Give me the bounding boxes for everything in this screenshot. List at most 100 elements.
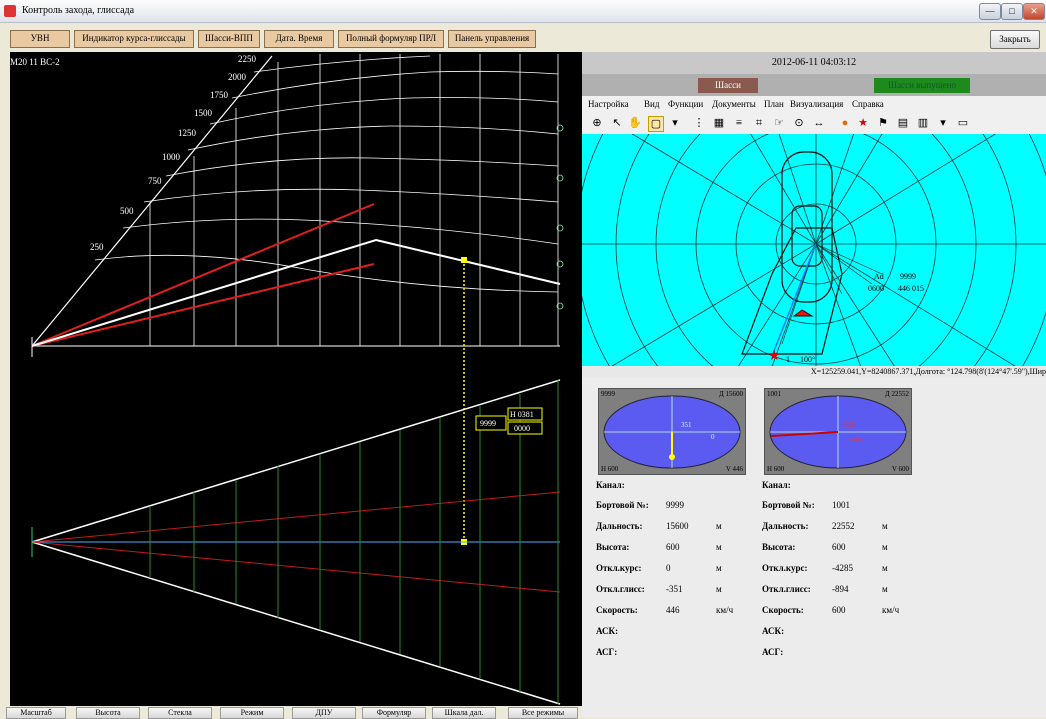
maximize-button[interactable]: □ <box>1001 3 1023 20</box>
chart-icon[interactable]: ▥ <box>917 117 929 129</box>
aircraft-1-board: Бортовой №: 9999 <box>596 500 684 510</box>
gear-runway-button[interactable]: Шасси-ВПП <box>198 30 260 48</box>
glass-button[interactable]: Стекла <box>148 707 212 719</box>
minimize-button[interactable]: — <box>979 3 1001 20</box>
radar-toolbar: ⊕ ↖ ✋ ▢ ▾ ⋮ ▦ ≡ ⌗ ☞ ⊙ ↔ ● ★ ⚑ ▤ ▥ ▾ ▭ <box>582 112 1046 135</box>
all-modes-button[interactable]: Все режимы <box>508 707 578 719</box>
menu-plan[interactable]: План <box>764 99 784 109</box>
aircraft-1-asg: АСГ: <box>596 647 618 657</box>
gear-indicator[interactable]: Шасси <box>698 78 758 93</box>
menu-documents[interactable]: Документы <box>712 99 756 109</box>
menu-visualization[interactable]: Визуализация <box>790 99 844 109</box>
aircraft-1-ind-tl: 9999 <box>601 390 615 398</box>
map-icon[interactable]: ▦ <box>713 117 725 129</box>
range-label-1250: 1250 <box>178 128 197 138</box>
aircraft-1-ind-mid-b: 0 <box>711 433 715 441</box>
aircraft-2-channel: Канал: <box>762 480 791 490</box>
menu-settings[interactable]: Настройка <box>588 99 629 109</box>
aircraft-1-indicator: 9999 Д 15600 Н 600 V 446 351 0 <box>598 388 746 475</box>
height-button[interactable]: Высота <box>76 707 140 719</box>
grid-icon[interactable]: ⋮ <box>693 117 705 129</box>
aircraft-1-ask: АСК: <box>596 626 619 636</box>
options-icon[interactable]: ▾ <box>940 117 946 129</box>
menu-functions[interactable]: Функции <box>668 99 704 109</box>
aircraft-2-ind-tl: 1001 <box>767 390 781 398</box>
route-icon[interactable]: ↔ <box>813 117 825 129</box>
radar-view[interactable]: ★ Ad 9999 0600 446 015 1 100° <box>582 134 1046 366</box>
pan-hand-icon[interactable]: ✋ <box>628 117 642 129</box>
aircraft-2-ind-tr: Д 22552 <box>884 390 909 398</box>
bottom-target-star-icon: ★ <box>768 349 781 364</box>
bottom-toolbar: Масштаб Высота Стекла Режим ДПУ Формуляр… <box>0 706 582 719</box>
uvn-button[interactable]: УВН <box>10 30 70 48</box>
control-panel-button[interactable]: Панель управления <box>448 30 536 48</box>
window-close-button[interactable]: ✕ <box>1023 3 1045 20</box>
aircraft-2-range: Дальность: 22552 м <box>762 521 888 531</box>
layers-icon[interactable]: ≡ <box>735 117 743 129</box>
aircraft-1-ind-tr: Д 15600 <box>718 390 743 398</box>
aircraft-1-speed: Скорость: 446 км/ч <box>596 605 734 615</box>
measure-icon[interactable]: ⌗ <box>755 117 763 129</box>
window-icon[interactable]: ▭ <box>957 117 969 129</box>
aircraft-2-speed: Скорость: 600 км/ч <box>762 605 900 615</box>
aircraft-2-board: Бортовой №: 1001 <box>762 500 850 510</box>
pointer-icon[interactable]: ☞ <box>774 117 784 129</box>
range-label-1500: 1500 <box>194 108 213 118</box>
range-label-2250: 2250 <box>238 54 257 64</box>
range-label-750: 750 <box>148 176 162 186</box>
aircraft-2-ask: АСК: <box>762 626 785 636</box>
aircraft-2-ind-br: V 600 <box>891 465 909 473</box>
close-app-button[interactable]: Закрыть <box>990 30 1040 49</box>
target-id-label: 9999 <box>480 419 496 428</box>
radar-bottom-value: 100° <box>800 355 815 364</box>
flag-icon[interactable]: ⚑ <box>878 117 888 129</box>
aircraft-1-ind-br: V 446 <box>725 465 743 473</box>
menu-help[interactable]: Справка <box>852 99 884 109</box>
app-icon <box>4 5 16 17</box>
aircraft-1-channel: Канал: <box>596 480 625 490</box>
select-icon[interactable]: ▢ <box>648 116 664 132</box>
aircraft-2-ind-mid-a: 894 <box>843 421 854 429</box>
dropdown-icon[interactable]: ▾ <box>672 117 678 129</box>
dpu-button[interactable]: ДПУ <box>292 707 356 719</box>
range-label-1000: 1000 <box>162 152 181 162</box>
glide-path-display[interactable]: M20 11 ВС-2 <box>10 52 582 706</box>
window-titlebar: Контроль захода, глиссада — □ ✕ <box>0 0 1046 23</box>
top-toolbar: УВН Индикатор курса-глиссады Шасси-ВПП Д… <box>0 22 1046 52</box>
target-value-label: 0000 <box>514 424 530 433</box>
zoom-icon[interactable]: ⊙ <box>794 117 804 129</box>
star-icon[interactable]: ★ <box>858 117 868 129</box>
radar-bottom-target: 1 <box>786 355 790 364</box>
aircraft-2-alt: Высота: 600 м <box>762 542 888 552</box>
arrow-icon[interactable]: ↖ <box>612 117 622 129</box>
range-label-500: 500 <box>120 206 134 216</box>
aircraft-1-range: Дальность: 15600 м <box>596 521 722 531</box>
aircraft-1-course: Откл.курс: 0 м <box>596 563 722 573</box>
gear-down-indicator[interactable]: Шасси выпущено <box>874 78 970 93</box>
aircraft-2-glide: Откл.глисс: -894 м <box>762 584 888 594</box>
aircraft-2-ind-mid-b: 4285 <box>849 436 863 444</box>
aircraft-1-glide: Откл.глисс: -351 м <box>596 584 722 594</box>
radar-target-a2: 9999 <box>900 272 916 281</box>
table-icon[interactable]: ▤ <box>897 117 909 129</box>
range-label-2000: 2000 <box>228 72 247 82</box>
coordinates-readout: X=125259.041,Y=8240867.371,Долгота: °124… <box>582 366 1046 378</box>
radar-target-b2: 446 015 <box>898 284 924 293</box>
globe-icon[interactable]: ⊕ <box>592 117 602 129</box>
aircraft-1-ind-bl: Н 600 <box>601 465 619 473</box>
radar-target-b1: 0600 <box>868 284 884 293</box>
menu-view[interactable]: Вид <box>644 99 660 109</box>
aircraft-2-indicator: 1001 Д 22552 Н 600 V 600 894 4285 <box>764 388 912 475</box>
full-form-button[interactable]: Полный формуляр ПРЛ <box>338 30 444 48</box>
form-button[interactable]: Формуляр <box>362 707 426 719</box>
gear-indicator-row: Шасси Шасси выпущено <box>582 74 1046 96</box>
mode-button[interactable]: Режим <box>220 707 284 719</box>
date-time-button[interactable]: Дата. Время <box>264 30 334 48</box>
scale-button[interactable]: Масштаб <box>6 707 66 719</box>
aircraft-1-alt: Высота: 600 м <box>596 542 722 552</box>
paint-icon[interactable]: ● <box>841 117 849 129</box>
course-glide-indicator-button[interactable]: Индикатор курса-глиссады <box>74 30 194 48</box>
range-scale-button[interactable]: Шкала дал. <box>432 707 496 719</box>
target-height-label: Н 0381 <box>510 410 534 419</box>
radar-graphics: ★ Ad 9999 0600 446 015 1 100° <box>582 134 1046 366</box>
